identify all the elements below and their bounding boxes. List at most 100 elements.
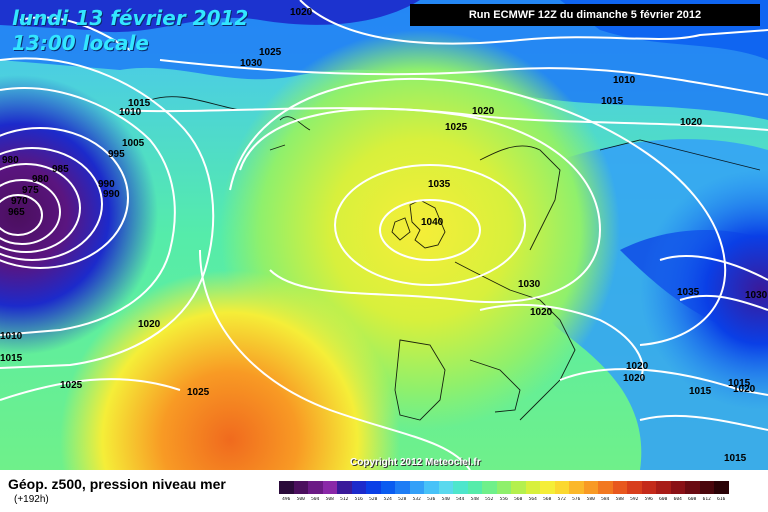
scale-label: 588 <box>615 497 624 502</box>
isobar-label: 1010 <box>613 75 636 86</box>
scale-label: 556 <box>499 497 508 502</box>
scale-label: 612 <box>702 497 711 502</box>
scale-label: 496 <box>282 497 291 502</box>
scale-label: 504 <box>311 497 320 502</box>
scale-label: 508 <box>325 497 334 502</box>
scale-swatch <box>641 481 656 494</box>
isobar-label: 1030 <box>745 290 768 301</box>
isobar-label: 1015 <box>728 378 751 389</box>
run-info-box: Run ECMWF 12Z du dimanche 5 février 2012 <box>410 4 760 26</box>
scale-label: 576 <box>572 497 581 502</box>
scale-swatch <box>699 481 714 494</box>
isobar-label: 1015 <box>689 386 712 397</box>
isobar-label: 1020 <box>290 7 313 18</box>
isobar-label: 995 <box>108 149 125 160</box>
isobar-label: 1015 <box>0 353 23 364</box>
scale-label: 512 <box>340 497 349 502</box>
isobar-label: 1020 <box>733 384 756 395</box>
scale-label: 532 <box>412 497 421 502</box>
forecast-map: 1020 1025 1030 1015 1010 1005 995 980 98… <box>0 0 768 470</box>
scale-swatch <box>279 481 294 494</box>
scale-swatch <box>366 481 381 494</box>
scale-swatch <box>351 481 366 494</box>
scale-label: 560 <box>514 497 523 502</box>
scale-swatch <box>482 481 497 494</box>
valid-date: lundi 13 février 2012 <box>12 6 249 30</box>
copyright-text: Copyright 2012 Meteociel.fr <box>350 457 481 468</box>
scale-swatch <box>583 481 598 494</box>
isobar-label: 985 <box>52 164 69 175</box>
map-canvas <box>0 0 768 470</box>
isobar-label: 990 <box>98 179 115 190</box>
scale-swatch <box>540 481 555 494</box>
scale-swatch <box>409 481 424 494</box>
scale-label: 536 <box>427 497 436 502</box>
scale-swatch <box>656 481 671 494</box>
scale-label: 600 <box>659 497 668 502</box>
scale-label: 580 <box>586 497 595 502</box>
scale-swatch <box>612 481 627 494</box>
scale-label: 544 <box>456 497 465 502</box>
scale-swatch <box>438 481 453 494</box>
scale-swatch <box>496 481 511 494</box>
scale-swatch <box>598 481 613 494</box>
scale-swatch <box>714 481 729 494</box>
scale-swatch <box>453 481 468 494</box>
scale-swatch <box>685 481 700 494</box>
scale-swatch <box>424 481 439 494</box>
isobars <box>0 0 768 470</box>
valid-time: 13:00 locale <box>12 31 149 55</box>
isobar-label: 1020 <box>530 307 553 318</box>
scale-label: 568 <box>543 497 552 502</box>
isobar-label: 975 <box>22 185 39 196</box>
scale-label: 584 <box>601 497 610 502</box>
scale-label: 572 <box>557 497 566 502</box>
isobar-label: 1015 <box>128 98 151 109</box>
scale-label: 516 <box>354 497 363 502</box>
scale-swatch <box>467 481 482 494</box>
isobar-label: 1010 <box>119 107 142 118</box>
scale-swatch <box>554 481 569 494</box>
isobar-label: 1030 <box>518 279 541 290</box>
scale-label: 616 <box>717 497 726 502</box>
scale-swatch <box>569 481 584 494</box>
color-scale-labels: 496 500 504 508 512 516 520 524 528 532 536 540 544 5… <box>279 497 729 502</box>
scale-swatch <box>627 481 642 494</box>
scale-label: 548 <box>470 497 479 502</box>
isobar-label: 1035 <box>677 287 700 298</box>
scale-swatch <box>395 481 410 494</box>
scale-swatch <box>322 481 337 494</box>
isobar-label: 1010 <box>0 331 23 342</box>
isobar-label: 980 <box>32 174 49 185</box>
scale-label: 604 <box>673 497 682 502</box>
isobar-label: 990 <box>103 189 120 200</box>
isobar-label: 1040 <box>421 217 444 228</box>
isobar-label: 1020 <box>626 361 649 372</box>
coastlines <box>149 96 761 421</box>
scale-label: 540 <box>441 497 450 502</box>
isobar-label: 1005 <box>122 138 145 149</box>
isobar-label: 1025 <box>60 380 83 391</box>
scale-swatch <box>525 481 540 494</box>
scale-label: 564 <box>528 497 537 502</box>
isobar-label: 1020 <box>623 373 646 384</box>
isobar-label: 1020 <box>138 319 161 330</box>
isobar-label: 970 <box>11 196 28 207</box>
isobar-label: 1025 <box>187 387 210 398</box>
isobar-label: 1020 <box>472 106 495 117</box>
scale-swatch <box>337 481 352 494</box>
scale-label: 500 <box>296 497 305 502</box>
isobar-label: 1015 <box>601 96 624 107</box>
isobar-label: 1025 <box>445 122 468 133</box>
scale-label: 608 <box>688 497 697 502</box>
scale-swatch <box>511 481 526 494</box>
isobar-label: 965 <box>8 207 25 218</box>
isobar-label: 1025 <box>259 47 282 58</box>
scale-swatch <box>308 481 323 494</box>
map-footer: Géop. z500, pression niveau mer (+192h) … <box>0 470 768 512</box>
isobar-label: 1030 <box>240 58 263 69</box>
forecast-hour: (+192h) <box>14 494 49 505</box>
scale-swatch <box>293 481 308 494</box>
scale-swatch <box>380 481 395 494</box>
scale-label: 596 <box>644 497 653 502</box>
